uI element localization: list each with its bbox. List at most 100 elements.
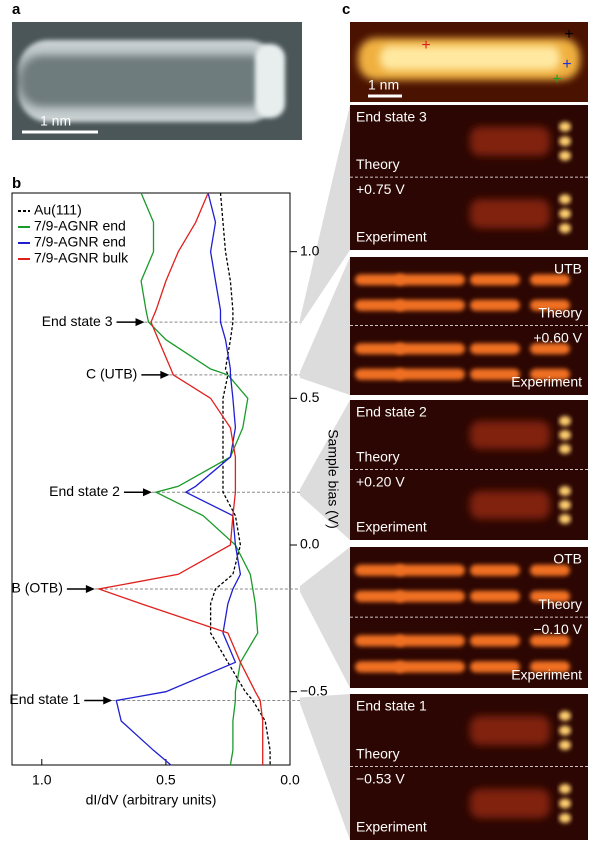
arrow-head bbox=[103, 696, 113, 705]
y-tick-label: 1.0 bbox=[300, 242, 320, 258]
image-label: −0.10 V bbox=[533, 621, 582, 637]
image-label: Experiment bbox=[511, 374, 582, 390]
wedge bbox=[300, 547, 350, 688]
blob bbox=[470, 564, 520, 576]
image-label: Experiment bbox=[356, 229, 427, 245]
line bbox=[96, 192, 264, 765]
image-label: Theory bbox=[356, 449, 400, 465]
blob bbox=[530, 274, 570, 286]
image-stack: End state 3 Theory +0.75 V Experiment UTB The… bbox=[350, 105, 588, 840]
image-label: End state 3 bbox=[356, 109, 427, 125]
stm-image bbox=[350, 617, 588, 688]
svg-text:+: + bbox=[421, 37, 430, 54]
blob bbox=[559, 710, 571, 721]
plot: 1.0 0.5 0.0 −0.5 0.0 0.5 1.0 dI/dV (arbitrary u… bbox=[9, 192, 341, 808]
svg-text:+: + bbox=[562, 56, 571, 73]
blob bbox=[470, 126, 550, 156]
stm-image-a: 1 nm bbox=[12, 22, 302, 140]
blob bbox=[559, 136, 571, 147]
blob bbox=[470, 299, 520, 311]
blob bbox=[395, 590, 465, 602]
blob bbox=[530, 368, 570, 380]
wedge bbox=[300, 257, 350, 395]
wedge bbox=[300, 694, 350, 840]
stm-image bbox=[350, 547, 588, 618]
blob bbox=[395, 635, 465, 647]
blob bbox=[355, 590, 405, 602]
blob bbox=[470, 274, 520, 286]
blob bbox=[355, 274, 405, 286]
blob bbox=[395, 274, 465, 286]
blob bbox=[355, 368, 405, 380]
scale-bar-label: 1 nm bbox=[368, 77, 399, 93]
blob bbox=[470, 343, 520, 355]
blob bbox=[559, 121, 571, 132]
svg-text:+: + bbox=[564, 26, 573, 43]
blob bbox=[395, 564, 465, 576]
line bbox=[209, 192, 271, 765]
blob bbox=[470, 635, 520, 647]
stm-image bbox=[350, 257, 588, 326]
blob bbox=[559, 500, 571, 510]
blob bbox=[395, 368, 465, 380]
blob bbox=[530, 343, 570, 355]
blob bbox=[559, 798, 571, 809]
y-tick-label: 0.5 bbox=[300, 389, 320, 405]
image-label: Experiment bbox=[356, 819, 427, 835]
arrow-head bbox=[160, 370, 170, 379]
image-label: −0.53 V bbox=[356, 771, 405, 787]
image-label: End state 1 bbox=[356, 698, 427, 714]
image-label: Theory bbox=[356, 156, 400, 172]
x-axis-label: dI/dV (arbitrary units) bbox=[86, 792, 217, 808]
legend-label: 7/9-AGNR end bbox=[34, 234, 126, 250]
blob bbox=[559, 223, 571, 234]
blob bbox=[355, 635, 405, 647]
blob bbox=[559, 208, 571, 219]
arrow-head bbox=[135, 318, 145, 327]
legend-label: 7/9-AGNR end bbox=[34, 218, 126, 234]
blob bbox=[530, 635, 570, 647]
legend-label: Au(111) bbox=[34, 202, 82, 218]
image-label: Experiment bbox=[511, 667, 582, 683]
blob bbox=[559, 514, 571, 524]
blob bbox=[355, 661, 405, 673]
image-label: +0.75 V bbox=[356, 181, 405, 197]
blob bbox=[470, 199, 550, 229]
blob bbox=[395, 343, 465, 355]
blob bbox=[530, 661, 570, 673]
image-label: +0.60 V bbox=[533, 330, 582, 346]
x-tick-label: 0.0 bbox=[280, 772, 300, 788]
blob bbox=[395, 661, 465, 673]
blob bbox=[395, 299, 465, 311]
image-label: Theory bbox=[356, 746, 400, 762]
blob bbox=[355, 564, 405, 576]
image-label: Theory bbox=[538, 596, 582, 612]
blob bbox=[470, 421, 550, 449]
blob bbox=[530, 590, 570, 602]
blob bbox=[470, 715, 550, 746]
annotation: End state 1 bbox=[9, 691, 80, 707]
image-label: OTB bbox=[553, 551, 582, 567]
panel-label: a bbox=[12, 1, 21, 18]
wedges bbox=[300, 105, 350, 840]
annotation: B (OTB) bbox=[12, 580, 63, 596]
blob bbox=[470, 491, 550, 519]
image-label: End state 2 bbox=[356, 404, 427, 420]
stm-image-c: 1 nm + + + + bbox=[350, 22, 588, 102]
annotation: End state 2 bbox=[49, 483, 120, 499]
panel-label: b bbox=[12, 175, 21, 192]
image-label: Theory bbox=[538, 305, 582, 321]
blob bbox=[530, 299, 570, 311]
blob bbox=[470, 590, 520, 602]
blob bbox=[559, 813, 571, 824]
blob bbox=[559, 194, 571, 205]
image-label: UTB bbox=[554, 261, 582, 277]
blob bbox=[559, 740, 571, 751]
stm-image bbox=[350, 326, 588, 395]
wedge bbox=[300, 400, 350, 540]
line bbox=[115, 192, 242, 766]
blob bbox=[470, 368, 520, 380]
blob bbox=[559, 725, 571, 736]
image-label: Experiment bbox=[356, 519, 427, 535]
